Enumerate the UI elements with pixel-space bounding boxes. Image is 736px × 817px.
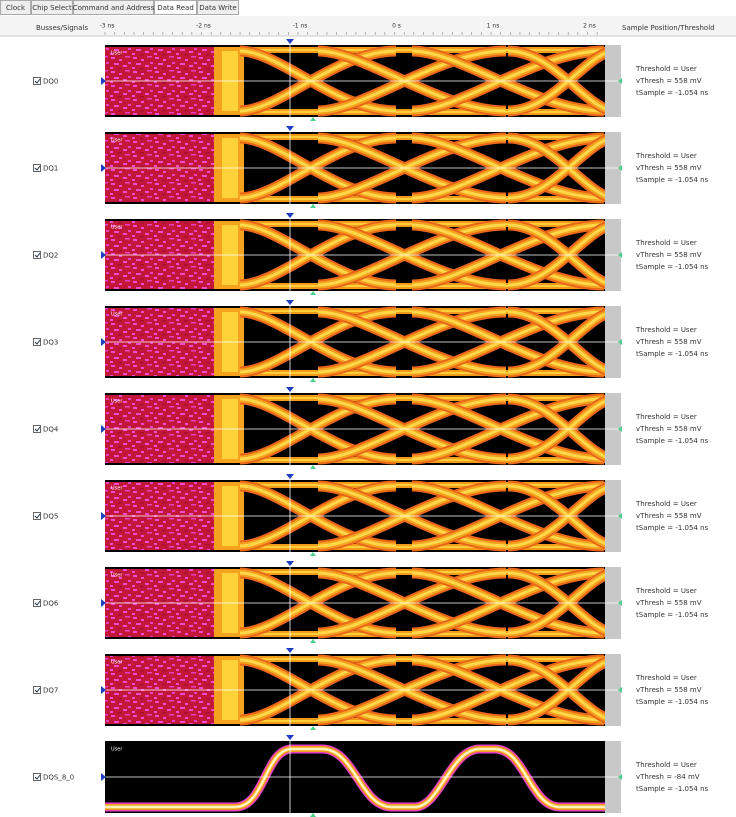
sample-marker-bottom xyxy=(310,291,316,295)
ruler-label: -1 ns xyxy=(293,23,308,30)
signal-label[interactable]: DQ3 xyxy=(43,339,58,347)
sample-time: tSample = -1.054 ns xyxy=(636,89,709,97)
signal-label[interactable]: DQ5 xyxy=(43,513,58,521)
signal-row: DQ6 User Threshold = User vThresh = 558 mV t… xyxy=(34,561,709,643)
sample-time: tSample = -1.054 ns xyxy=(636,698,709,706)
sample-marker-bottom xyxy=(310,639,316,643)
sample-time: tSample = -1.054 ns xyxy=(636,176,709,184)
sample-marker[interactable] xyxy=(286,474,294,479)
signal-row: DQ3 User Threshold = User vThresh = 558 mV t… xyxy=(34,300,709,382)
threshold-mode: Threshold = User xyxy=(635,152,697,160)
threshold-voltage: vThresh = 558 mV xyxy=(636,512,702,520)
sample-time: tSample = -1.054 ns xyxy=(636,611,709,619)
sample-time: tSample = -1.054 ns xyxy=(636,437,709,445)
signal-label[interactable]: DQ7 xyxy=(43,687,58,695)
ruler-label: 2 ns xyxy=(583,23,596,30)
plot-label: User xyxy=(111,573,123,579)
plot-label: User xyxy=(111,486,123,492)
header-signals: Busses/Signals xyxy=(36,24,88,32)
sample-marker-bottom xyxy=(310,552,316,556)
sample-marker[interactable] xyxy=(286,561,294,566)
ruler-label: -2 ns xyxy=(196,23,211,30)
signal-row: DQ1 User Threshold = User vThresh = 558 mV t… xyxy=(34,126,709,208)
ruler-label: -3 ns xyxy=(100,23,115,30)
tab-label[interactable]: Command and Address xyxy=(73,4,155,12)
tab-label[interactable]: Data Read xyxy=(157,4,194,12)
signal-row: DQ0 User Threshold = User vThresh = 558 mV t… xyxy=(34,39,709,121)
signal-row: DQ4 User Threshold = User vThresh = 558 mV t… xyxy=(34,387,709,469)
ruler-label: 1 ns xyxy=(487,23,500,30)
threshold-voltage: vThresh = 558 mV xyxy=(636,425,702,433)
signal-label[interactable]: DQS_8_0 xyxy=(43,774,74,782)
threshold-mode: Threshold = User xyxy=(635,65,697,73)
threshold-mode: Threshold = User xyxy=(635,674,697,682)
threshold-voltage: vThresh = 558 mV xyxy=(636,77,702,85)
threshold-mode: Threshold = User xyxy=(635,326,697,334)
plot-label: User xyxy=(111,225,123,231)
threshold-voltage: vThresh = 558 mV xyxy=(636,686,702,694)
threshold-mode: Threshold = User xyxy=(635,587,697,595)
signal-label[interactable]: DQ1 xyxy=(43,165,58,173)
tab-label[interactable]: Data Write xyxy=(199,4,236,12)
signal-row: DQ2 User Threshold = User vThresh = 558 mV t… xyxy=(34,213,709,295)
header-sample: Sample Position/Threshold xyxy=(622,24,715,32)
sample-marker-bottom xyxy=(310,465,316,469)
tab-label[interactable]: Chip Select xyxy=(32,4,72,12)
sample-marker[interactable] xyxy=(286,213,294,218)
plot-label: User xyxy=(111,312,123,318)
threshold-mode: Threshold = User xyxy=(635,239,697,247)
sample-marker-bottom xyxy=(310,378,316,382)
sample-marker-bottom xyxy=(310,726,316,730)
signal-row: DQS_8_0 User Threshold = User vThresh = -84… xyxy=(34,735,709,817)
sample-marker-bottom xyxy=(310,117,316,121)
threshold-voltage: vThresh = 558 mV xyxy=(636,338,702,346)
threshold-mode: Threshold = User xyxy=(635,761,697,769)
tab-label[interactable]: Clock xyxy=(6,4,26,12)
sample-marker-bottom xyxy=(310,204,316,208)
signal-label[interactable]: DQ0 xyxy=(43,78,58,86)
threshold-voltage: vThresh = 558 mV xyxy=(636,164,702,172)
signal-row: DQ5 User Threshold = User vThresh = 558 mV t… xyxy=(34,474,709,556)
plot-label: User xyxy=(111,51,123,57)
plot-label: User xyxy=(111,747,123,753)
sample-marker[interactable] xyxy=(286,648,294,653)
sample-marker[interactable] xyxy=(286,300,294,305)
signal-label[interactable]: DQ4 xyxy=(43,426,59,434)
sample-marker[interactable] xyxy=(286,735,294,740)
plot-label: User xyxy=(111,138,123,144)
sample-time: tSample = -1.054 ns xyxy=(636,350,709,358)
threshold-mode: Threshold = User xyxy=(635,500,697,508)
sample-time: tSample = -1.054 ns xyxy=(636,785,709,793)
signal-label[interactable]: DQ6 xyxy=(43,600,59,608)
threshold-voltage: vThresh = 558 mV xyxy=(636,251,702,259)
sample-marker[interactable] xyxy=(286,387,294,392)
threshold-mode: Threshold = User xyxy=(635,413,697,421)
sample-marker[interactable] xyxy=(286,126,294,131)
plot-label: User xyxy=(111,660,123,666)
sample-time: tSample = -1.054 ns xyxy=(636,263,709,271)
signal-label[interactable]: DQ2 xyxy=(43,252,58,260)
sample-marker[interactable] xyxy=(286,39,294,44)
sample-marker-bottom xyxy=(310,813,316,817)
sample-time: tSample = -1.054 ns xyxy=(636,524,709,532)
screen: ClockChip SelectCommand and AddressData … xyxy=(0,0,736,817)
ruler-label: 0 s xyxy=(392,23,401,30)
signal-row: DQ7 User Threshold = User vThresh = 558 mV t… xyxy=(34,648,709,730)
threshold-voltage: vThresh = 558 mV xyxy=(636,599,702,607)
threshold-voltage: vThresh = -84 mV xyxy=(636,773,700,781)
plot-label: User xyxy=(111,399,123,405)
